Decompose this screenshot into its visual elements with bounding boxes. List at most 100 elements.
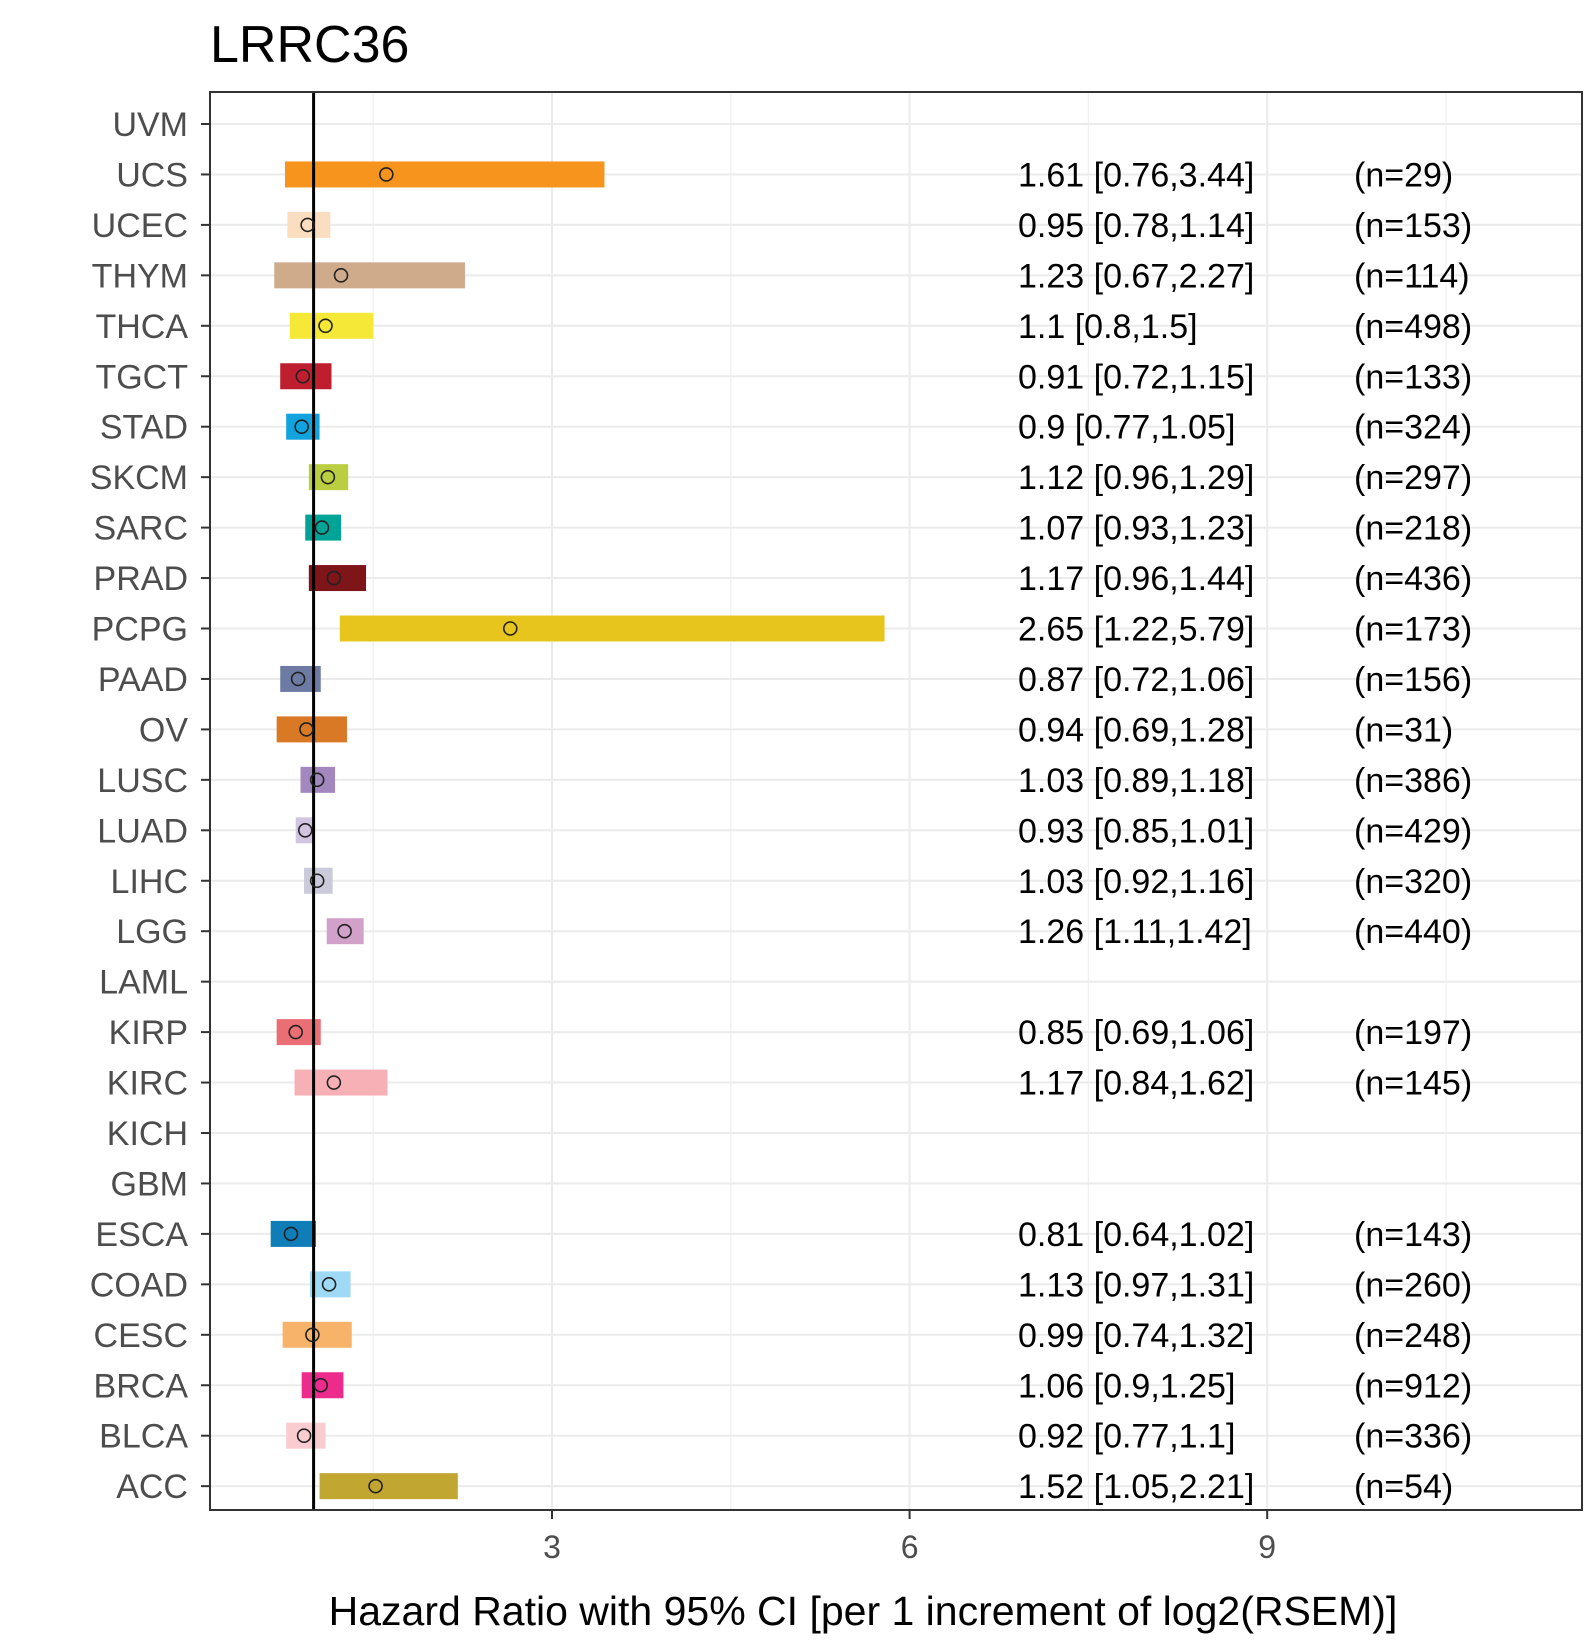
hr-point-tgct [295,368,311,384]
n-text-lgg: (n=440) [1354,913,1472,951]
ci-bar-thym [274,262,465,289]
y-axis: UVM UCS UCEC THYM THCA TGCT STAD SKCM SARC PRAD PC… [90,106,210,1506]
hr-point-coad [321,1277,337,1292]
ci-bar-cesc [282,1321,352,1348]
hr-point-acc [368,1478,383,1494]
hr-point-paad [290,671,306,687]
chart-title: LRRC36 [210,16,409,74]
hr-point-kirc [326,1075,342,1090]
y-tick-label-lihc: LIHC [111,863,188,901]
n-text-kirc: (n=145) [1354,1065,1472,1103]
panel-border [209,91,1583,1511]
y-tick-label-ucec: UCEC [92,207,188,245]
y-tick-label-cesc: CESC [94,1317,188,1355]
n-text-esca: (n=143) [1354,1216,1472,1254]
y-tick-label-skcm: SKCM [90,459,188,497]
y-tick-label-esca: ESCA [95,1216,188,1254]
hr-point-cesc [305,1327,320,1343]
hr-text-coad: 1.13 [0.97,1.31] [1018,1266,1254,1304]
ci-bar-esca [270,1220,316,1247]
ci-bar-skcm [308,464,349,491]
ci-bar-tgct [280,363,332,390]
hr-text-cesc: 0.99 [0.74,1.32] [1018,1317,1254,1355]
hr-point-prad [326,570,342,586]
x-tick-label: 3 [543,1529,561,1565]
y-tick-label-sarc: SARC [94,510,188,548]
n-text-sarc: (n=218) [1354,510,1472,548]
hr-points [283,167,518,1494]
n-text-ucs: (n=29) [1354,156,1453,194]
hr-point-ucs [379,167,394,182]
n-text-thym: (n=114) [1354,257,1470,295]
n-text-ov: (n=31) [1354,711,1453,749]
ci-bar-lusc [300,766,336,793]
y-tick-label-coad: COAD [90,1266,188,1304]
x-tick-label: 6 [901,1529,919,1565]
hr-point-brca [313,1377,329,1393]
n-text-kirp: (n=197) [1354,1014,1472,1052]
y-tick-label-brca: BRCA [94,1367,189,1405]
hr-text-lihc: 1.03 [0.92,1.16] [1018,863,1254,901]
n-text-prad: (n=436) [1354,560,1472,598]
hr-point-stad [294,419,309,435]
ci-bar-acc [319,1473,458,1500]
y-tick-label-prad: PRAD [94,560,188,598]
plot-area [210,92,1582,1510]
n-text-lihc: (n=320) [1354,863,1472,901]
hr-point-esca [283,1226,299,1242]
hr-point-sarc [314,520,330,535]
hr-point-lihc [309,873,325,889]
y-tick-label-tgct: TGCT [95,358,188,396]
ci-bar-brca [301,1372,344,1399]
n-text-blca: (n=336) [1354,1418,1472,1456]
ci-bar-ov [276,716,347,743]
hr-point-lusc [309,772,325,788]
hr-text-lgg: 1.26 [1.11,1.42] [1018,913,1252,951]
n-text-lusc: (n=386) [1354,762,1472,800]
hr-text-stad: 0.9 [0.77,1.05] [1018,409,1235,447]
hr-point-blca [296,1428,312,1443]
y-tick-label-luad: LUAD [97,812,188,850]
y-tick-label-acc: ACC [116,1468,188,1506]
n-text-tgct: (n=133) [1354,358,1472,396]
y-tick-label-pcpg: PCPG [92,611,188,649]
hr-text-thym: 1.23 [0.67,2.27] [1018,257,1254,295]
plot-frame [209,91,1583,1511]
hr-text-pcpg: 2.65 [1.22,5.79] [1018,611,1254,649]
hr-text-ov: 0.94 [0.69,1.28] [1018,711,1254,749]
n-text-cesc: (n=248) [1354,1317,1472,1355]
hr-text-acc: 1.52 [1.05,2.21] [1018,1468,1254,1506]
hr-text-skcm: 1.12 [0.96,1.29] [1018,459,1254,497]
y-tick-label-kirp: KIRP [109,1014,188,1052]
y-tick-label-thym: THYM [92,257,188,295]
ci-bar-ucs [284,161,605,188]
hr-text-kirc: 1.17 [0.84,1.62] [1018,1065,1254,1103]
n-text-brca: (n=912) [1354,1367,1472,1405]
n-text-luad: (n=429) [1354,812,1472,850]
hr-point-thym [333,268,349,283]
ci-bar-luad [295,817,315,844]
hr-text-prad: 1.17 [0.96,1.44] [1018,560,1254,598]
n-text-acc: (n=54) [1354,1468,1453,1506]
hr-text-esca: 0.81 [0.64,1.02] [1018,1216,1254,1254]
ci-bar-blca [286,1422,326,1449]
hr-text-paad: 0.87 [0.72,1.06] [1018,661,1254,699]
y-tick-label-uvm: UVM [112,106,188,144]
ci-bar-lihc [304,867,333,894]
hr-text-brca: 1.06 [0.9,1.25] [1018,1367,1235,1405]
y-tick-label-ucs: UCS [116,156,188,194]
x-axis: 3 6 9 [543,1510,1276,1565]
hr-text-column: 1.61 [0.76,3.44] 0.95 [0.78,1.14] 1.23 [0.… [1018,156,1254,1506]
hr-point-ucec [300,217,315,233]
n-text-skcm: (n=297) [1354,459,1472,497]
n-text-coad: (n=260) [1354,1266,1472,1304]
hr-text-ucec: 0.95 [0.78,1.14] [1018,207,1254,245]
hr-point-lgg [337,923,352,939]
ci-bar-sarc [305,514,342,541]
y-tick-label-laml: LAML [99,964,188,1002]
ci-bars [270,161,885,1500]
y-tick-label-blca: BLCA [99,1418,188,1456]
n-text-column: (n=29) (n=153) (n=114) (n=498) (n=133) (n=324… [1354,156,1472,1506]
ci-bar-lgg [326,918,364,945]
